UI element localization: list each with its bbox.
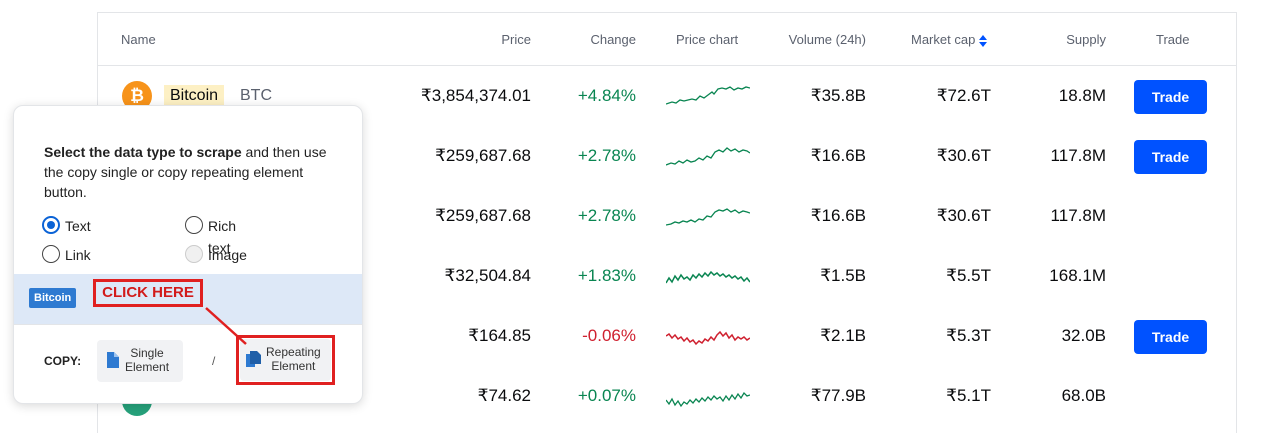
copy-single-label: Single Element bbox=[125, 346, 169, 374]
coin-symbol: BTC bbox=[240, 87, 272, 104]
price-cell: ₹32,504.84 bbox=[444, 266, 531, 285]
change-cell: +1.83% bbox=[577, 266, 636, 285]
supply-cell: 117.8M bbox=[1050, 206, 1106, 225]
radio-rich-text-label: Rich text bbox=[208, 218, 237, 256]
radio-link-label: Link bbox=[65, 247, 91, 263]
table-row[interactable]: ₹259,687.68 +2.78% ₹16.6B ₹30.6T 117.8M … bbox=[98, 126, 1236, 186]
market-cap-cell: ₹5.5T bbox=[946, 266, 991, 285]
copy-label: COPY: bbox=[44, 354, 82, 368]
table-row[interactable]: ₿ Bitcoin BTC ₹3,854,374.01 +4.84% ₹35.8… bbox=[98, 66, 1236, 126]
divider bbox=[14, 324, 362, 325]
sort-icon bbox=[979, 34, 988, 47]
radio-unchecked-icon bbox=[185, 216, 203, 234]
radio-text-label: Text bbox=[65, 218, 91, 234]
header-price[interactable]: Price bbox=[501, 32, 531, 47]
radio-unchecked-icon bbox=[42, 245, 60, 263]
radio-checked-icon bbox=[42, 216, 60, 234]
panel-description-bold: Select the data type to scrape bbox=[44, 144, 242, 160]
panel-description: Select the data type to scrape and then … bbox=[44, 142, 344, 202]
radio-disabled-icon bbox=[185, 245, 203, 263]
trade-button[interactable]: Trade bbox=[1134, 320, 1207, 354]
header-change[interactable]: Change bbox=[590, 32, 636, 47]
copy-repeating-label: Repeating Element bbox=[266, 345, 321, 373]
header-trade: Trade bbox=[1156, 32, 1190, 47]
price-cell: ₹3,854,374.01 bbox=[420, 86, 531, 105]
supply-cell: 117.8M bbox=[1050, 146, 1106, 165]
header-supply[interactable]: Supply bbox=[1066, 32, 1106, 47]
market-cap-cell: ₹5.3T bbox=[946, 326, 991, 345]
supply-cell: 68.0B bbox=[1061, 386, 1106, 405]
trade-button[interactable]: Trade bbox=[1134, 140, 1207, 174]
market-cap-cell: ₹5.1T bbox=[946, 386, 991, 405]
volume-cell: ₹35.8B bbox=[810, 86, 866, 105]
trade-button[interactable]: Trade bbox=[1134, 80, 1207, 114]
price-cell: ₹259,687.68 bbox=[435, 146, 531, 165]
price-cell: ₹74.62 bbox=[477, 386, 531, 405]
copy-single-element-button[interactable]: Single Element bbox=[97, 340, 183, 382]
volume-cell: ₹77.9B bbox=[810, 386, 866, 405]
table-row[interactable]: ₹164.85 -0.06% ₹2.1B ₹5.3T 32.0B Trade bbox=[98, 306, 1236, 366]
copy-separator: / bbox=[212, 354, 216, 368]
sparkline bbox=[666, 208, 750, 226]
highlight-frame bbox=[236, 335, 335, 385]
change-cell: +0.07% bbox=[577, 386, 636, 405]
selection-preview: Bitcoin CLICK HERE bbox=[14, 274, 362, 324]
panel-description-rest: and then use the copy single or copy rep… bbox=[44, 144, 327, 200]
scraper-panel: Select the data type to scrape and then … bbox=[13, 105, 363, 404]
sparkline bbox=[666, 86, 750, 105]
header-price-chart: Price chart bbox=[676, 32, 739, 47]
copy-single-line1: Single bbox=[130, 346, 164, 360]
sparkline bbox=[666, 330, 750, 346]
supply-cell: 32.0B bbox=[1061, 326, 1106, 345]
table-row[interactable]: ₹32,504.84 +1.83% ₹1.5B ₹5.5T 168.1M bbox=[98, 246, 1236, 306]
header-volume[interactable]: Volume (24h) bbox=[788, 32, 866, 47]
document-icon bbox=[107, 352, 119, 368]
copy-single-line2: Element bbox=[125, 360, 170, 374]
coin-name[interactable]: Bitcoin bbox=[164, 85, 225, 107]
click-here-callout: CLICK HERE bbox=[93, 279, 203, 307]
change-cell: +2.78% bbox=[577, 206, 636, 225]
radio-image-label: Image bbox=[208, 247, 247, 263]
volume-cell: ₹16.6B bbox=[810, 146, 866, 165]
header-market-cap-label: Market cap bbox=[911, 32, 976, 47]
copy-repeating-line1: Repeating bbox=[266, 345, 321, 359]
price-cell: ₹259,687.68 bbox=[435, 206, 531, 225]
table-row[interactable]: ₹259,687.68 +2.78% ₹16.6B ₹30.6T 117.8M bbox=[98, 186, 1236, 246]
change-cell: -0.06% bbox=[582, 326, 636, 345]
header-market-cap[interactable]: Market cap bbox=[911, 32, 988, 47]
sparkline bbox=[666, 391, 750, 408]
table-row[interactable]: ₹74.62 +0.07% ₹77.9B ₹5.1T 68.0B bbox=[98, 366, 1236, 426]
supply-cell: 18.8M bbox=[1058, 86, 1106, 105]
change-cell: +4.84% bbox=[577, 86, 636, 105]
volume-cell: ₹2.1B bbox=[820, 326, 866, 345]
sparkline bbox=[666, 270, 750, 284]
header-name[interactable]: Name bbox=[121, 32, 156, 47]
market-cap-cell: ₹30.6T bbox=[936, 206, 991, 225]
sparkline bbox=[666, 147, 750, 166]
documents-icon bbox=[246, 351, 261, 367]
preview-chip: Bitcoin bbox=[29, 288, 77, 308]
change-cell: +2.78% bbox=[577, 146, 636, 165]
market-cap-cell: ₹72.6T bbox=[936, 86, 991, 105]
copy-repeating-line2: Element bbox=[271, 359, 316, 373]
volume-cell: ₹16.6B bbox=[810, 206, 866, 225]
market-cap-cell: ₹30.6T bbox=[936, 146, 991, 165]
volume-cell: ₹1.5B bbox=[820, 266, 866, 285]
price-cell: ₹164.85 bbox=[468, 326, 531, 345]
copy-repeating-element-button[interactable]: Repeating Element bbox=[240, 339, 331, 381]
supply-cell: 168.1M bbox=[1049, 266, 1106, 285]
table-header: Name Price Change Price chart Volume (24… bbox=[98, 13, 1236, 66]
